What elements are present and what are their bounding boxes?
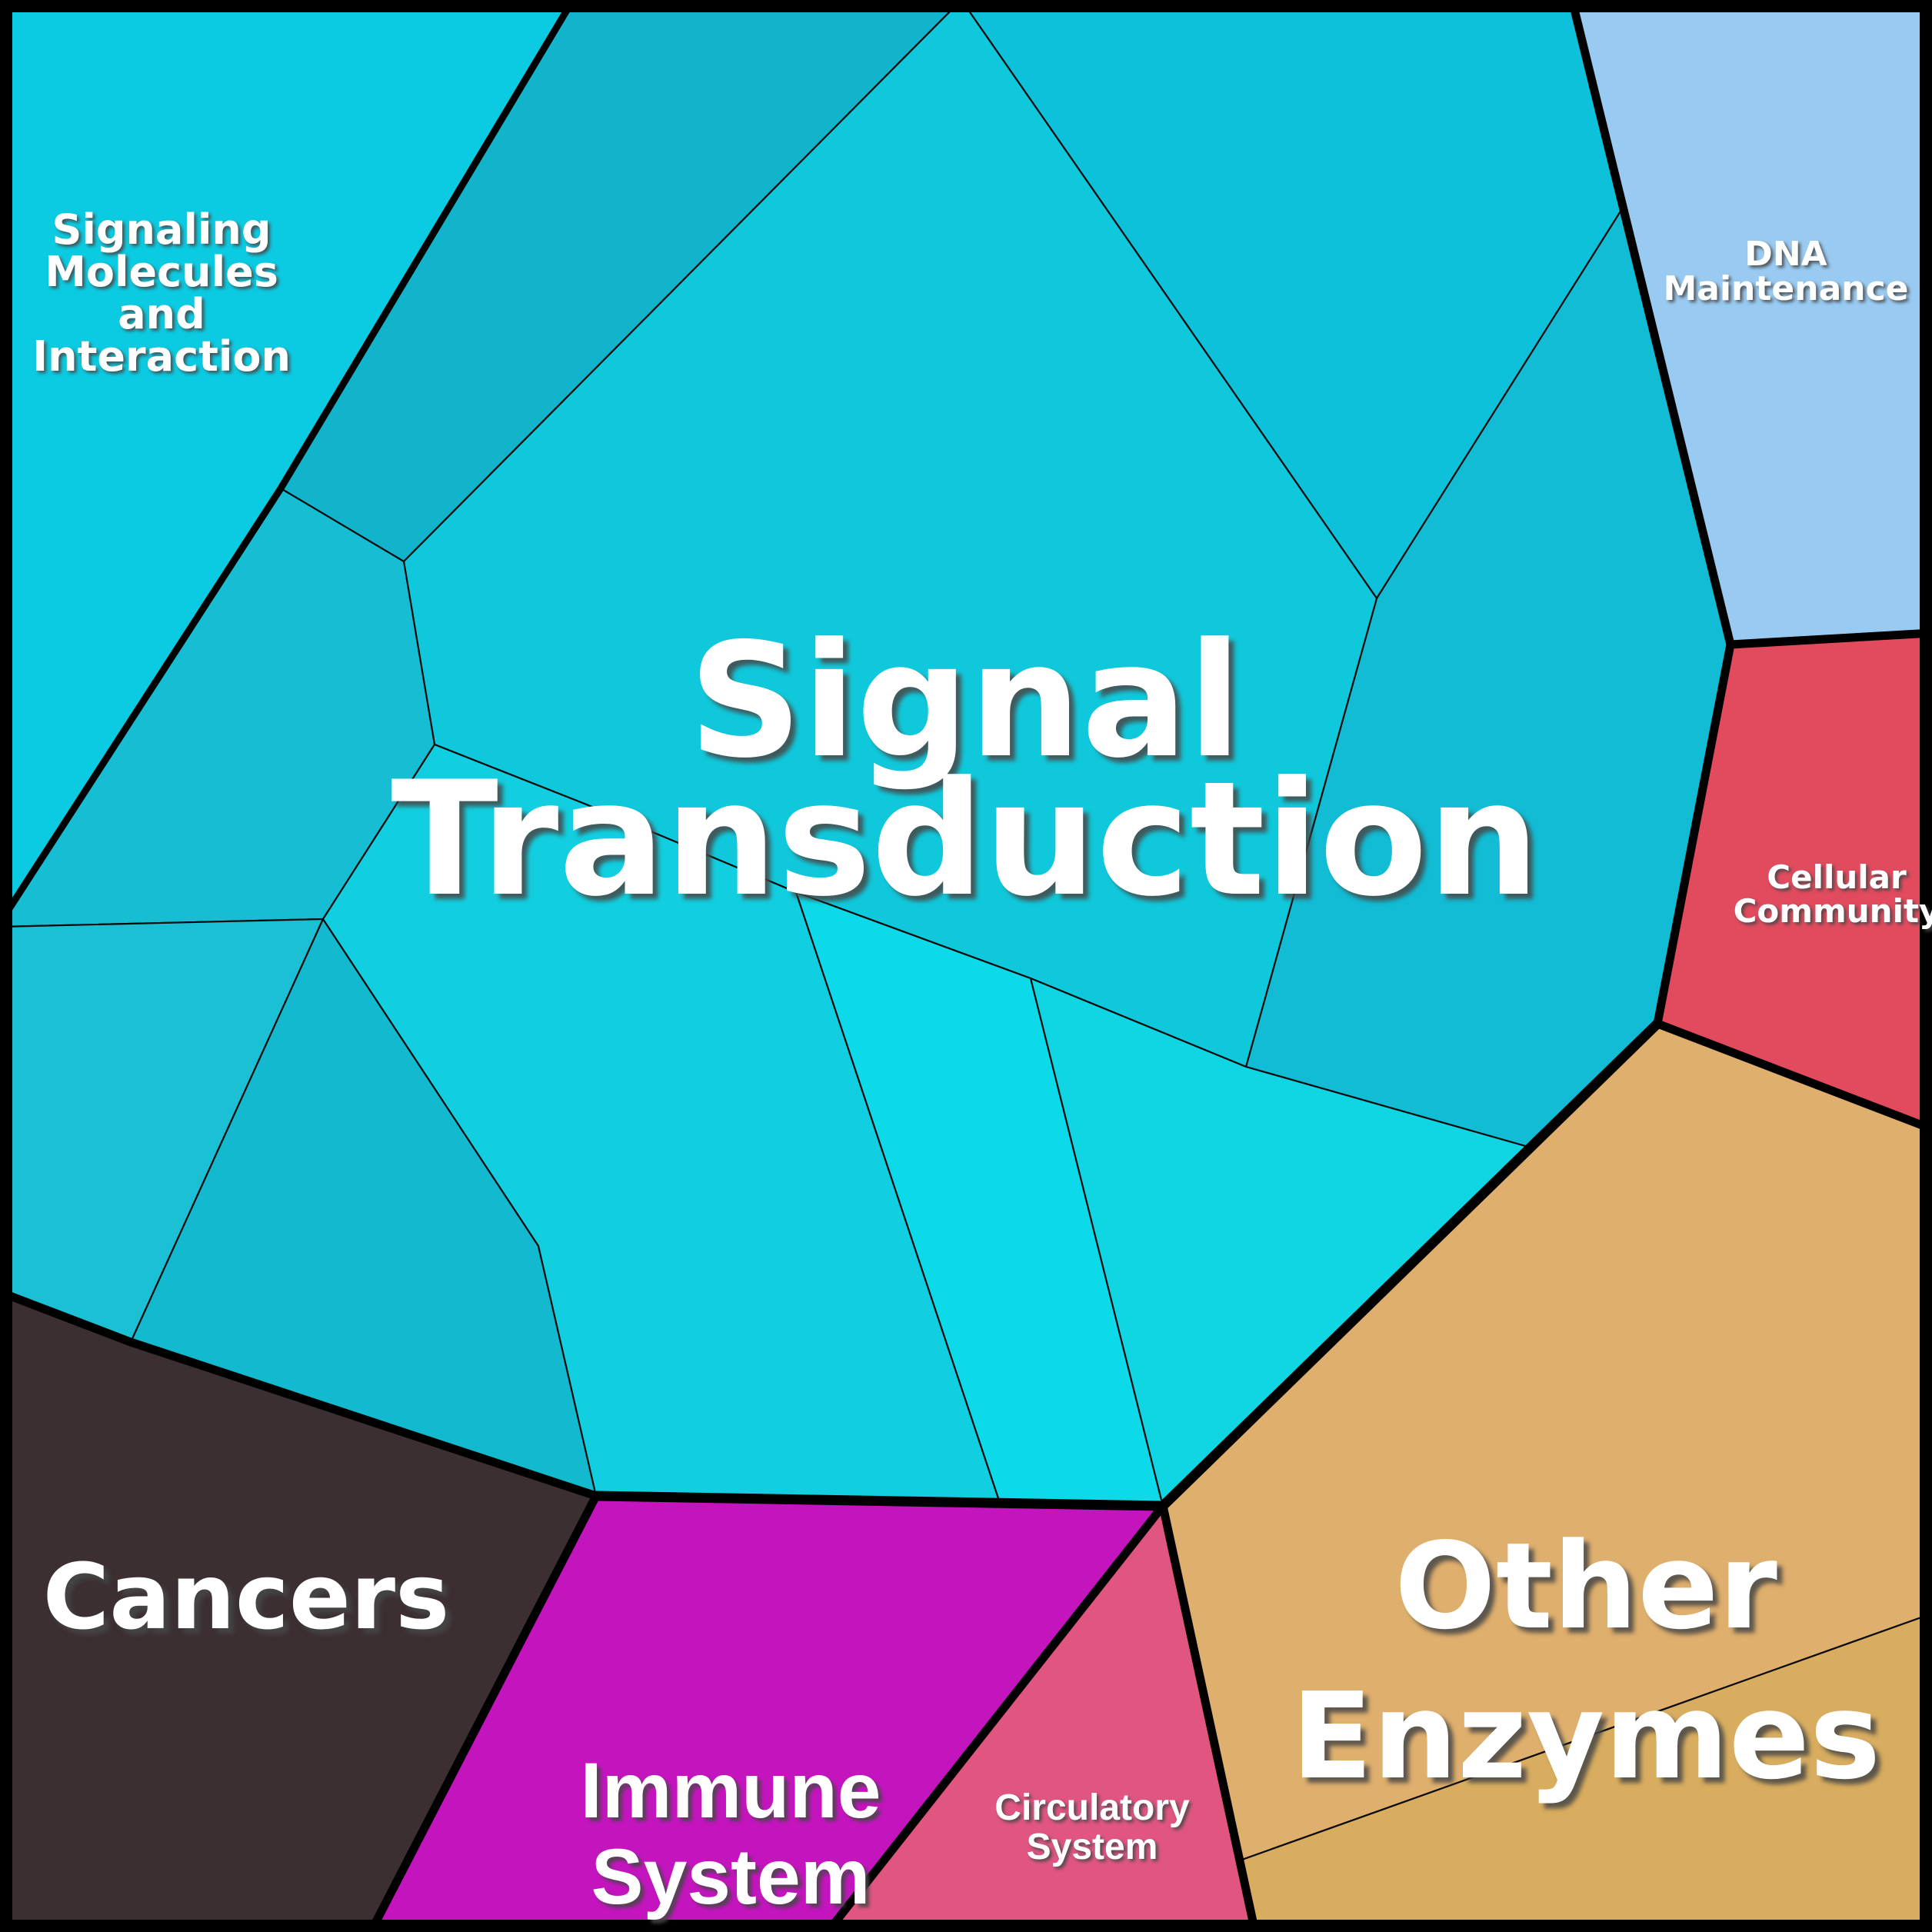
label-line: Interaction: [32, 332, 291, 381]
label-line: Transduction: [391, 748, 1540, 931]
label-line: Signal: [688, 610, 1241, 793]
label-cancers: Cancers: [43, 1544, 450, 1650]
label-line: Enzymes: [1291, 1667, 1880, 1806]
labels: Signal Transduction Signaling Molecules …: [32, 205, 1932, 1920]
label-line: Molecules: [45, 248, 278, 296]
label-line: System: [1027, 1827, 1158, 1867]
label-signaling-molecules: Signaling Molecules and Interaction: [32, 205, 291, 381]
label-line: and: [118, 290, 205, 338]
label-line: Cellular: [1767, 858, 1907, 896]
label-dna-maintenance: DNA Maintenance: [1663, 235, 1908, 308]
label-other-enzymes: Other Enzymes: [1291, 1517, 1880, 1806]
label-line: Community: [1734, 892, 1932, 930]
label-signal-transduction: Signal Transduction: [391, 610, 1540, 931]
label-immune-system: Immune System: [580, 1747, 881, 1920]
label-circulatory-system: Circulatory System: [994, 1787, 1190, 1867]
label-line: Circulatory: [994, 1787, 1190, 1828]
label-line: Immune: [580, 1747, 881, 1834]
label-line: System: [591, 1833, 871, 1920]
label-line: Maintenance: [1663, 269, 1908, 308]
region-signal-transduction: [0, 0, 1732, 1507]
label-line: Other: [1394, 1517, 1777, 1656]
label-line: Cancers: [43, 1544, 450, 1650]
label-line: DNA: [1744, 235, 1827, 274]
label-line: Signaling: [52, 205, 271, 254]
label-cellular-community: Cellular Community: [1734, 858, 1932, 930]
